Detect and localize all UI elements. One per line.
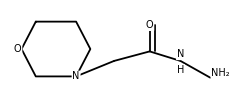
Text: N: N xyxy=(72,71,80,81)
Text: O: O xyxy=(14,44,22,54)
Text: O: O xyxy=(146,20,153,30)
Text: N: N xyxy=(177,49,184,59)
Text: H: H xyxy=(177,65,184,75)
Text: NH₂: NH₂ xyxy=(211,68,230,78)
